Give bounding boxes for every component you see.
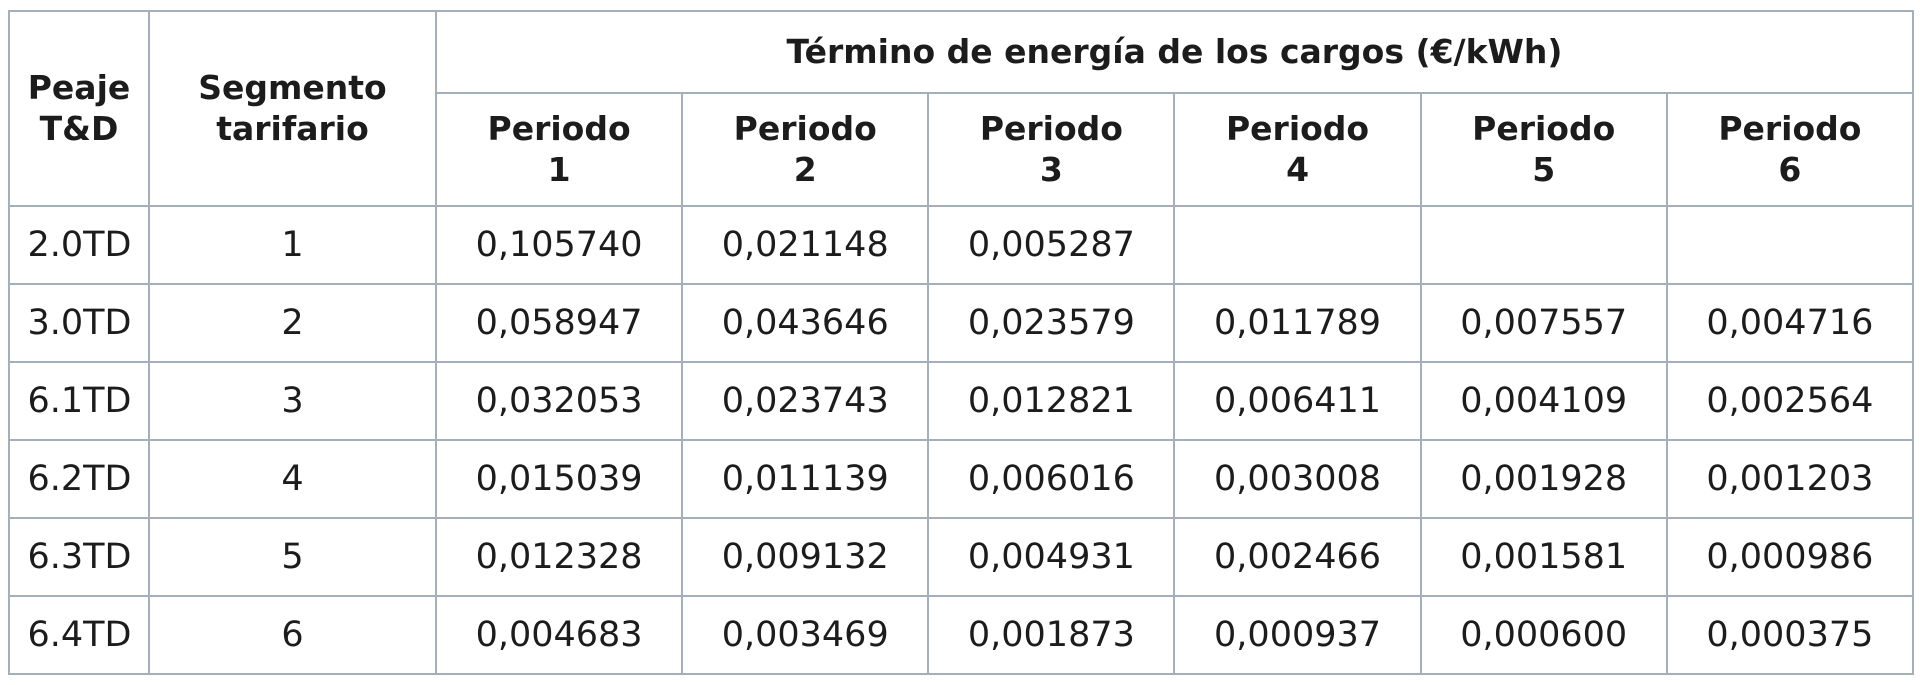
column-header-periodo-4: Periodo 4	[1173, 92, 1422, 207]
segmento-cell: 2	[148, 283, 437, 363]
value-cell-p1: 0,058947	[434, 283, 684, 363]
periodo-2-label: Periodo 2	[733, 109, 877, 189]
value-cell-p1: 0,032053	[434, 361, 684, 441]
segmento-cell: 6	[148, 595, 437, 675]
column-header-peaje: Peaje T&D	[8, 10, 150, 207]
value-cell-p4: 0,003008	[1173, 439, 1422, 519]
value-cell-p2: 0,009132	[681, 517, 930, 597]
value-cell-p2: 0,011139	[681, 439, 930, 519]
segmento-cell: 5	[148, 517, 437, 597]
value-cell-p5: 0,004109	[1419, 361, 1668, 441]
value-cell-p4: 0,002466	[1173, 517, 1422, 597]
table-row-3-0td: 3.0TD 2 0,058947 0,043646 0,023579 0,011…	[8, 283, 1915, 363]
value-cell-p5	[1419, 205, 1668, 285]
value-cell-p6: 0,001203	[1665, 439, 1915, 519]
value-cell-p2: 0,023743	[681, 361, 930, 441]
column-header-periodo-2: Periodo 2	[681, 92, 930, 207]
value-cell-p4: 0,006411	[1173, 361, 1422, 441]
column-header-periodo-1: Periodo 1	[434, 92, 684, 207]
header-row-title: Peaje T&D Segmento tarifario Término de …	[8, 10, 1914, 207]
value-cell-p3: 0,006016	[927, 439, 1176, 519]
value-cell-p3: 0,012821	[927, 361, 1176, 441]
value-cell-p3: 0,004931	[927, 517, 1176, 597]
tariff-table: Peaje T&D Segmento tarifario Término de …	[8, 10, 1915, 675]
value-cell-p2: 0,021148	[681, 205, 930, 285]
periodo-1-label: Periodo 1	[487, 109, 631, 189]
column-header-periodo-6: Periodo 6	[1665, 92, 1915, 207]
column-header-periodo-3: Periodo 3	[927, 92, 1176, 207]
peaje-cell: 3.0TD	[8, 283, 150, 363]
table-row-6-3td: 6.3TD 5 0,012328 0,009132 0,004931 0,002…	[8, 517, 1915, 597]
value-cell-p5: 0,007557	[1419, 283, 1668, 363]
value-cell-p4: 0,011789	[1173, 283, 1422, 363]
value-cell-p1: 0,012328	[434, 517, 684, 597]
value-cell-p2: 0,003469	[681, 595, 930, 675]
table-title: Término de energía de los cargos (€/kWh)	[435, 10, 1914, 94]
value-cell-p1: 0,004683	[434, 595, 684, 675]
value-cell-p1: 0,105740	[434, 205, 684, 285]
table-row-6-4td: 6.4TD 6 0,004683 0,003469 0,001873 0,000…	[8, 595, 1915, 675]
value-cell-p3: 0,005287	[927, 205, 1176, 285]
peaje-cell: 6.1TD	[8, 361, 150, 441]
column-header-periodo-5: Periodo 5	[1419, 92, 1668, 207]
table-row-2-0td: 2.0TD 1 0,105740 0,021148 0,005287	[8, 205, 1915, 285]
periodo-6-label: Periodo 6	[1718, 109, 1862, 189]
periodo-4-label: Periodo 4	[1225, 109, 1370, 189]
value-cell-p2: 0,043646	[681, 283, 930, 363]
value-cell-p5: 0,000600	[1419, 595, 1668, 675]
value-cell-p6: 0,002564	[1665, 361, 1915, 441]
value-cell-p6	[1665, 205, 1915, 285]
table-row-6-2td: 6.2TD 4 0,015039 0,011139 0,006016 0,003…	[8, 439, 1915, 519]
column-header-segmento: Segmento tarifario	[148, 10, 437, 207]
value-cell-p3: 0,001873	[927, 595, 1176, 675]
value-cell-p4: 0,000937	[1173, 595, 1422, 675]
segmento-cell: 4	[148, 439, 437, 519]
value-cell-p5: 0,001928	[1419, 439, 1668, 519]
segmento-cell: 3	[148, 361, 437, 441]
segmento-cell: 1	[148, 205, 437, 285]
periodo-5-label: Periodo 5	[1472, 109, 1616, 189]
peaje-cell: 6.4TD	[8, 595, 150, 675]
table-row-6-1td: 6.1TD 3 0,032053 0,023743 0,012821 0,006…	[8, 361, 1915, 441]
peaje-cell: 2.0TD	[8, 205, 150, 285]
value-cell-p6: 0,004716	[1665, 283, 1915, 363]
value-cell-p5: 0,001581	[1419, 517, 1668, 597]
periodo-3-label: Periodo 3	[979, 109, 1123, 189]
peaje-cell: 6.3TD	[8, 517, 150, 597]
value-cell-p1: 0,015039	[434, 439, 684, 519]
value-cell-p6: 0,000375	[1665, 595, 1915, 675]
value-cell-p3: 0,023579	[927, 283, 1176, 363]
header-row-periods: Periodo 1 Periodo 2 Periodo 3 Periodo 4 …	[9, 92, 1915, 207]
value-cell-p6: 0,000986	[1665, 517, 1915, 597]
tariff-table-container: Peaje T&D Segmento tarifario Término de …	[8, 10, 1915, 675]
value-cell-p4	[1173, 205, 1422, 285]
peaje-cell: 6.2TD	[8, 439, 150, 519]
